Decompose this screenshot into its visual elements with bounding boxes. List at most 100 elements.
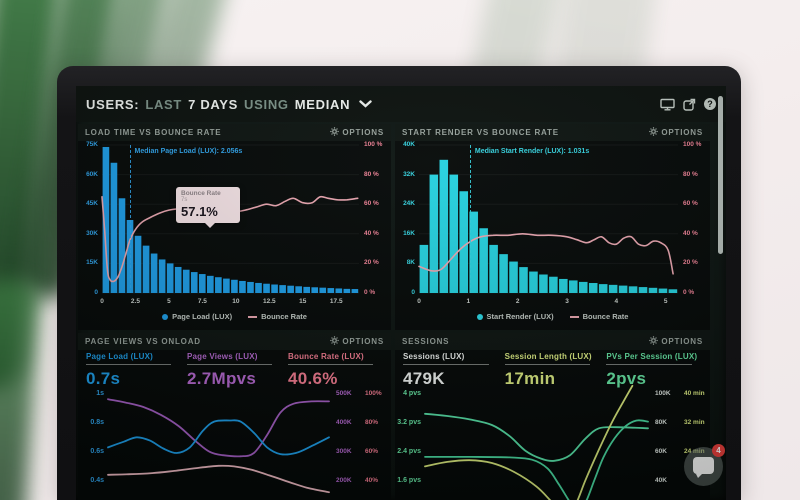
display-icon[interactable] — [660, 98, 675, 111]
histogram-bar — [608, 284, 618, 293]
bounce-rate-tooltip: Bounce Rate 7s 57.1% — [176, 187, 240, 228]
legend-item-start-render-lux[interactable]: Start Render (LUX) — [476, 312, 554, 321]
chart-legend: Start Render (LUX) Bounce Rate — [395, 312, 710, 321]
bounce-rate-line — [418, 232, 674, 275]
options-label: OPTIONS — [342, 337, 384, 346]
metric-sessions-lux: Sessions (LUX) 479K — [403, 352, 505, 389]
x-axis-label: 1 — [466, 298, 471, 305]
metric-label: Bounce Rate (LUX) — [288, 352, 373, 365]
trend-line-sessions-lux — [424, 419, 649, 500]
histogram-bar — [549, 276, 558, 293]
histogram-bar — [142, 245, 150, 293]
legend-item-page-load-lux[interactable]: Page Load (LUX) — [162, 312, 232, 321]
histogram-bar — [618, 285, 628, 293]
trend-line-session-length-lux — [424, 384, 634, 500]
metric-summary-row: Sessions (LUX) 479K Session Length (LUX) 17… — [403, 352, 708, 389]
histogram-bar — [479, 228, 488, 293]
histogram-bar — [578, 281, 588, 293]
y-axis-label-right: 400K — [336, 419, 352, 426]
panel-title: START RENDER VS BOUNCE RATE — [402, 128, 559, 137]
histogram-bar — [255, 282, 262, 293]
panel-page-views: PAGE VIEWS VS ONLOAD OPTIONS Page Load (… — [78, 333, 391, 500]
x-axis-label: 12.5 — [262, 298, 276, 305]
metric-label: Page Views (LUX) — [187, 352, 272, 365]
histogram-bar — [559, 278, 568, 293]
y-axis-label-left: 2.4 pvs — [397, 448, 421, 455]
y-axis-label-right: 60K — [655, 448, 667, 455]
chart-page-views-vs-onload: Page Load (LUX) 0.7s Page Views (LUX) 2.7Mp… — [78, 350, 391, 500]
trend-line-page-load-lux — [107, 419, 330, 456]
histogram-bar — [509, 261, 518, 293]
metric-value: 2.7Mpvs — [187, 369, 257, 388]
options-button[interactable]: OPTIONS — [649, 336, 703, 347]
chart-plot — [107, 398, 330, 494]
options-button[interactable]: OPTIONS — [330, 336, 384, 347]
x-axis-label: 10 — [232, 298, 240, 305]
tooltip-title: Bounce Rate — [181, 190, 221, 197]
legend-item-bounce-rate[interactable]: Bounce Rate — [248, 312, 307, 321]
metric-label: Page Load (LUX) — [86, 352, 171, 365]
gear-icon — [330, 127, 340, 138]
histogram-bar — [628, 286, 638, 293]
legend-item-bounce-rate[interactable]: Bounce Rate — [569, 312, 628, 321]
histogram-bar — [648, 287, 658, 293]
title-part: LAST — [145, 96, 183, 112]
help-icon[interactable]: ? — [704, 98, 716, 110]
metric-page-load-lux: Page Load (LUX) 0.7s — [86, 352, 187, 389]
y-axis-label-right: 60 % — [683, 200, 698, 208]
panel-title: SESSIONS — [402, 337, 450, 346]
trend-line-page-views-lux — [107, 398, 330, 458]
histogram-bar — [150, 253, 158, 293]
y-axis-label-right: 40K — [655, 477, 667, 484]
histogram-bar — [449, 174, 459, 293]
median-annotation: Median Start Render (LUX): 1.031s — [474, 148, 590, 155]
y-axis-label-right: 40 min — [684, 390, 705, 397]
chart-plot — [418, 144, 678, 294]
histogram-bar — [118, 198, 126, 293]
histogram-bar — [263, 283, 270, 293]
gear-icon — [330, 336, 340, 347]
histogram-bar — [247, 281, 254, 293]
vertical-scrollbar[interactable] — [718, 96, 723, 254]
x-axis-label: 0 — [100, 298, 104, 305]
histogram-bar — [319, 287, 327, 293]
y-axis-label-right: 500K — [336, 390, 352, 397]
histogram-bar — [588, 283, 598, 293]
y-axis-label-left: 0.6s — [90, 448, 104, 455]
share-icon[interactable] — [683, 98, 696, 111]
options-button[interactable]: OPTIONS — [649, 127, 703, 138]
histogram-bar — [166, 263, 174, 293]
users-range-dropdown[interactable]: USERS: LAST 7 DAYS USING MEDIAN — [86, 97, 372, 112]
y-axis-label-right: 80 % — [683, 170, 698, 178]
y-axis-label-left: 0 — [94, 289, 98, 296]
panel-header: SESSIONS OPTIONS — [395, 333, 710, 350]
y-axis-label-left: 8K — [406, 259, 415, 267]
chat-widget-button[interactable]: 4 — [684, 444, 725, 486]
x-axis-label: 3 — [565, 298, 569, 305]
histogram-bar — [343, 288, 351, 293]
histogram-bar — [190, 272, 198, 293]
y-axis-label-right: 40 % — [364, 229, 379, 237]
y-axis-label-right: 60% — [365, 448, 379, 455]
histogram-bar — [215, 277, 222, 293]
y-axis-label-right: 100 % — [364, 141, 383, 148]
x-axis-label: 2.5 — [130, 298, 140, 305]
gear-icon — [649, 336, 659, 347]
options-label: OPTIONS — [661, 128, 703, 137]
legend-label: Page Load (LUX) — [172, 312, 233, 321]
histogram-bar — [102, 146, 110, 293]
histogram-bar — [311, 287, 319, 293]
y-axis-label-left: 60K — [86, 170, 98, 178]
options-button[interactable]: OPTIONS — [330, 127, 384, 138]
metric-pvs-per-session-lux: PVs Per Session (LUX) 2pvs — [606, 352, 708, 389]
y-axis-label-left: 24K — [403, 200, 415, 208]
histogram-bar — [207, 275, 214, 293]
metric-bounce-rate-lux: Bounce Rate (LUX) 40.6% — [288, 352, 389, 389]
x-axis-label: 7.5 — [197, 298, 207, 305]
y-axis-label-left: 40K — [403, 141, 415, 148]
histogram-bar — [303, 286, 311, 293]
y-axis-label-right: 80% — [365, 419, 379, 426]
histogram-bar — [182, 269, 190, 293]
y-axis-label-left: 0.4s — [90, 477, 104, 484]
y-axis-label-left: 1.6 pvs — [397, 477, 421, 484]
